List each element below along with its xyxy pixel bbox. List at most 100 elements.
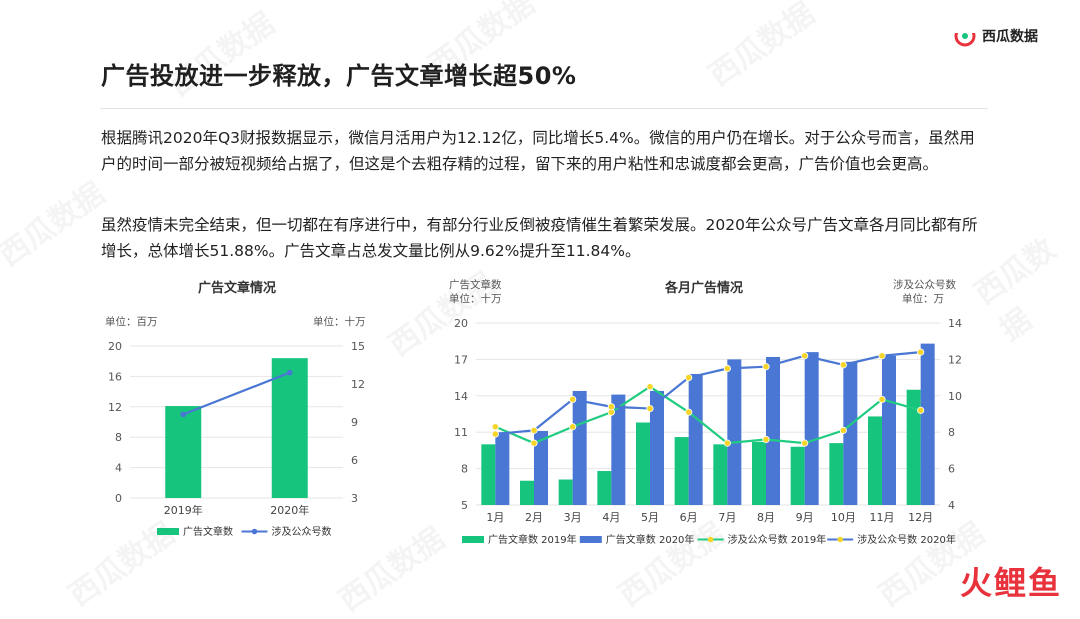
line-point — [286, 369, 293, 376]
line-point — [646, 383, 654, 391]
y-left-tick-label: 0 — [115, 492, 122, 505]
bar-series-2 — [766, 356, 780, 505]
line-point — [569, 395, 577, 404]
line-series-1 — [182, 371, 291, 416]
paragraph-2: 虽然疫情未完全结束，但一切都在有序进行中，有部分行业反倒被疫情催生着繁荣发展。2… — [101, 216, 978, 260]
legend-swatch — [157, 528, 179, 535]
brand-logo: 西瓜数据 — [954, 25, 1038, 47]
line-point — [180, 411, 187, 418]
bar-series-2 — [920, 343, 935, 505]
chart2-right-unit-1: 涉及公众号数 — [893, 279, 956, 291]
y-right-tick-label: 3 — [351, 492, 358, 505]
y-left-tick-label: 5 — [461, 499, 468, 512]
bar-series-1 — [674, 437, 689, 505]
y-left-tick-label: 12 — [108, 401, 122, 414]
bar-series-1 — [752, 441, 766, 505]
bar-series-2 — [727, 359, 742, 505]
y-right-tick-label: 9 — [351, 416, 358, 429]
bar-series-1 — [165, 406, 202, 498]
legend-label: 涉及公众号数 2019年 — [728, 533, 827, 546]
line-series-1 — [494, 385, 921, 445]
x-tick-label: 2020年 — [270, 503, 309, 517]
bar-series-1 — [906, 389, 921, 505]
x-tick-label: 2019年 — [164, 503, 203, 517]
x-tick-label: 7月 — [718, 511, 736, 524]
bar-series-1 — [713, 444, 728, 505]
y-right-tick-label: 4 — [948, 499, 955, 512]
x-tick-label: 1月 — [486, 511, 504, 524]
legend-marker — [251, 528, 258, 535]
watermelon-icon — [954, 25, 976, 47]
y-left-tick-label: 20 — [108, 340, 122, 353]
x-tick-label: 11月 — [870, 511, 895, 524]
brand-name: 西瓜数据 — [982, 29, 1038, 45]
bar-series-2 — [804, 352, 819, 505]
line-point — [491, 423, 499, 431]
line-point — [607, 403, 615, 411]
legend-swatch — [579, 536, 602, 543]
y-right-tick-label: 12 — [351, 378, 365, 391]
line-point — [723, 364, 731, 373]
legend-swatch — [462, 536, 484, 543]
line-series-2 — [495, 351, 921, 436]
line-point — [530, 426, 538, 434]
chart2-right-unit-2: 单位：万 — [902, 293, 944, 305]
legend-label: 广告文章数 2019年 — [488, 533, 577, 546]
page-title: 广告投放进一步释放，广告文章增长超50% — [101, 62, 577, 90]
x-tick-label: 6月 — [680, 511, 698, 524]
bar-series-1 — [790, 446, 805, 505]
legend-marker — [707, 536, 714, 543]
line-point — [801, 352, 809, 360]
line-point — [801, 439, 809, 447]
title-divider — [100, 108, 988, 109]
legend-label: 涉及公众号数 2020年 — [857, 533, 956, 546]
bar-series-2 — [572, 390, 587, 505]
y-left-tick-label: 20 — [454, 317, 468, 330]
line-point — [878, 395, 886, 404]
y-right-tick-label: 14 — [948, 317, 962, 330]
x-tick-label: 2月 — [525, 511, 543, 524]
x-tick-label: 10月 — [831, 511, 856, 524]
line-point — [491, 430, 499, 438]
chart2-title: 各月广告情况 — [665, 281, 744, 296]
watermark: 西瓜数据 — [698, 0, 822, 94]
line-point — [569, 423, 577, 431]
bar-series-1 — [520, 480, 534, 505]
y-left-tick-label: 16 — [108, 370, 122, 383]
bar-series-1 — [558, 479, 573, 505]
chart1-left-unit: 单位：百万 — [105, 316, 158, 328]
corner-logo: 火鲤鱼 — [959, 564, 1062, 602]
x-tick-label: 8月 — [757, 511, 775, 524]
chart2-svg: 5 8 11 14 17 20 4 6 8 10 12 14 1月 2月 3月 4月 5月 6月 7月 8月 9月 10月… — [454, 317, 962, 546]
legend-label: 广告文章数 2020年 — [606, 533, 695, 546]
y-left-tick-label: 11 — [454, 426, 468, 439]
bar-series-2 — [534, 430, 548, 505]
line-point — [762, 363, 770, 371]
bar-series-1 — [271, 358, 308, 498]
bar-series-2 — [495, 432, 510, 505]
y-right-tick-label: 6 — [351, 454, 358, 467]
bar-series-1 — [597, 471, 612, 505]
bar-series-1 — [481, 444, 496, 505]
watermark: 西瓜数据 — [0, 170, 112, 275]
line-point — [917, 348, 925, 356]
legend-label: 广告文章数 — [183, 525, 233, 538]
y-left-tick-label: 4 — [115, 462, 122, 475]
x-tick-label: 12月 — [908, 511, 933, 524]
bar-series-2 — [611, 394, 626, 505]
x-tick-label: 5月 — [641, 511, 659, 524]
bar-series-1 — [868, 416, 882, 505]
y-right-tick-label: 8 — [948, 426, 955, 439]
line-point — [723, 439, 731, 447]
line-point — [839, 426, 847, 434]
y-right-tick-label: 15 — [351, 340, 365, 353]
y-right-tick-label: 6 — [948, 463, 955, 476]
x-tick-label: 3月 — [564, 511, 582, 524]
line-point — [878, 352, 886, 360]
line-point — [685, 408, 693, 416]
bar-series-1 — [829, 443, 844, 505]
chart1-title: 广告文章情况 — [198, 281, 277, 296]
y-left-tick-label: 8 — [461, 463, 468, 476]
bar-series-1 — [636, 422, 650, 505]
